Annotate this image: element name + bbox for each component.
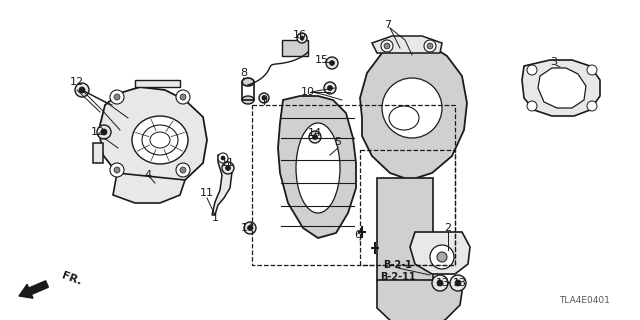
Polygon shape bbox=[93, 143, 103, 163]
Ellipse shape bbox=[432, 275, 448, 291]
Ellipse shape bbox=[259, 93, 269, 103]
Ellipse shape bbox=[527, 101, 537, 111]
Ellipse shape bbox=[110, 90, 124, 104]
Text: 10: 10 bbox=[301, 87, 315, 97]
Text: 6: 6 bbox=[355, 230, 362, 240]
Ellipse shape bbox=[114, 167, 120, 173]
Ellipse shape bbox=[430, 245, 454, 269]
Text: B-2-11: B-2-11 bbox=[380, 272, 416, 282]
Ellipse shape bbox=[382, 78, 442, 138]
Text: 15: 15 bbox=[315, 55, 329, 65]
Ellipse shape bbox=[309, 131, 321, 143]
Text: 4: 4 bbox=[145, 170, 152, 180]
FancyArrow shape bbox=[19, 281, 49, 298]
Text: 11: 11 bbox=[200, 188, 214, 198]
Ellipse shape bbox=[450, 275, 466, 291]
Text: 13: 13 bbox=[453, 278, 467, 288]
Ellipse shape bbox=[389, 106, 419, 130]
Ellipse shape bbox=[300, 36, 304, 40]
Ellipse shape bbox=[221, 156, 225, 160]
Ellipse shape bbox=[176, 90, 190, 104]
Polygon shape bbox=[538, 68, 586, 108]
Text: 11: 11 bbox=[221, 158, 235, 168]
Text: 12: 12 bbox=[91, 127, 105, 137]
Polygon shape bbox=[135, 80, 180, 87]
Ellipse shape bbox=[248, 226, 253, 230]
Ellipse shape bbox=[326, 57, 338, 69]
Ellipse shape bbox=[110, 163, 124, 177]
Ellipse shape bbox=[150, 132, 170, 148]
Ellipse shape bbox=[180, 94, 186, 100]
Ellipse shape bbox=[242, 96, 254, 104]
Polygon shape bbox=[410, 232, 470, 274]
FancyBboxPatch shape bbox=[282, 40, 308, 56]
Ellipse shape bbox=[296, 123, 340, 213]
Ellipse shape bbox=[225, 165, 230, 171]
Polygon shape bbox=[100, 87, 207, 187]
Text: B-2-1: B-2-1 bbox=[383, 260, 412, 270]
Ellipse shape bbox=[297, 33, 307, 43]
Ellipse shape bbox=[587, 101, 597, 111]
Text: 2: 2 bbox=[444, 223, 452, 233]
Ellipse shape bbox=[427, 43, 433, 49]
Text: 8: 8 bbox=[241, 68, 248, 78]
Ellipse shape bbox=[142, 125, 178, 155]
Ellipse shape bbox=[437, 252, 447, 262]
Polygon shape bbox=[377, 280, 463, 320]
Ellipse shape bbox=[180, 167, 186, 173]
Text: 13: 13 bbox=[436, 278, 450, 288]
Ellipse shape bbox=[101, 129, 107, 135]
Ellipse shape bbox=[176, 163, 190, 177]
Text: FR.: FR. bbox=[60, 271, 83, 287]
Ellipse shape bbox=[384, 43, 390, 49]
Text: 3: 3 bbox=[550, 57, 557, 67]
Bar bbox=[252, 105, 455, 265]
Text: 9: 9 bbox=[260, 95, 268, 105]
Ellipse shape bbox=[79, 87, 85, 93]
Ellipse shape bbox=[455, 280, 461, 286]
Text: TLA4E0401: TLA4E0401 bbox=[559, 296, 610, 305]
Ellipse shape bbox=[222, 162, 234, 174]
Polygon shape bbox=[372, 36, 442, 53]
Bar bbox=[360, 150, 455, 265]
Ellipse shape bbox=[381, 40, 393, 52]
Polygon shape bbox=[522, 60, 600, 116]
Polygon shape bbox=[278, 96, 356, 238]
Ellipse shape bbox=[244, 222, 256, 234]
Polygon shape bbox=[360, 43, 467, 180]
Ellipse shape bbox=[114, 94, 120, 100]
Ellipse shape bbox=[242, 78, 254, 86]
Ellipse shape bbox=[437, 280, 443, 286]
Ellipse shape bbox=[527, 65, 537, 75]
Text: 5: 5 bbox=[335, 137, 342, 147]
Text: 14: 14 bbox=[308, 128, 322, 138]
Text: 7: 7 bbox=[385, 20, 392, 30]
Ellipse shape bbox=[330, 60, 335, 66]
Ellipse shape bbox=[328, 85, 333, 91]
Ellipse shape bbox=[324, 82, 336, 94]
Ellipse shape bbox=[312, 134, 317, 140]
Ellipse shape bbox=[75, 83, 89, 97]
Text: 12: 12 bbox=[70, 77, 84, 87]
Ellipse shape bbox=[424, 40, 436, 52]
Text: 16: 16 bbox=[293, 30, 307, 40]
Ellipse shape bbox=[262, 96, 266, 100]
Ellipse shape bbox=[97, 125, 111, 139]
Ellipse shape bbox=[587, 65, 597, 75]
Polygon shape bbox=[377, 178, 433, 320]
Ellipse shape bbox=[132, 116, 188, 164]
Polygon shape bbox=[113, 173, 185, 203]
Text: 1: 1 bbox=[211, 213, 218, 223]
Text: 14: 14 bbox=[241, 223, 255, 233]
Polygon shape bbox=[212, 155, 232, 215]
Ellipse shape bbox=[218, 153, 228, 163]
